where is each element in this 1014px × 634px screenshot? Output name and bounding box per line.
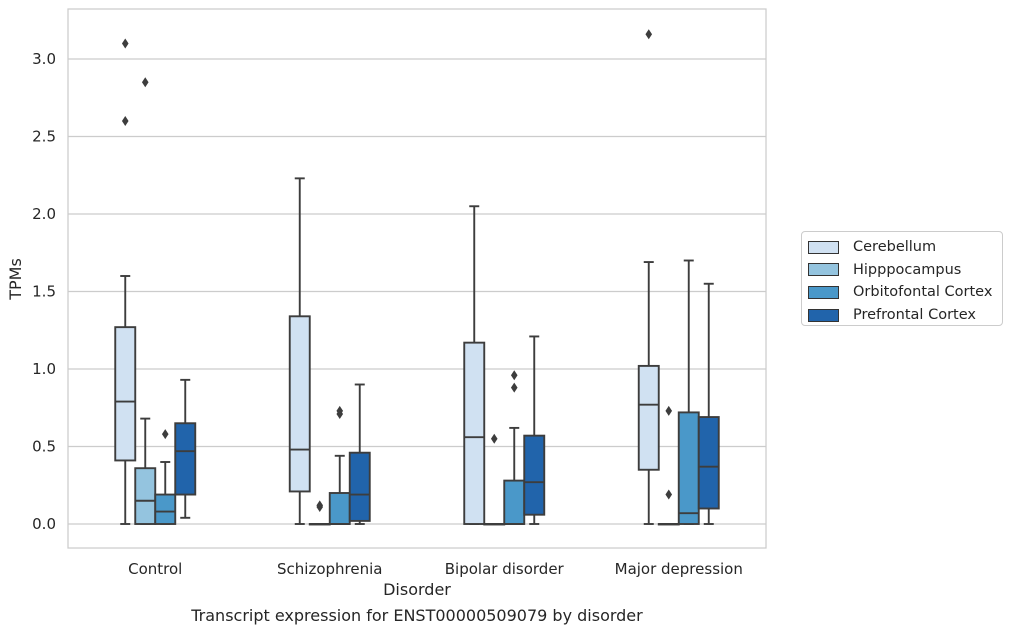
box-series: [114, 29, 720, 526]
outlier-point: [121, 116, 129, 126]
box-prefrontal-cortex: [348, 383, 371, 525]
box-hipppocampus: [483, 433, 506, 526]
x-tick-label: Major depression: [615, 560, 743, 578]
box-iqr: [328, 492, 351, 525]
outlier-point: [510, 370, 518, 381]
x-tick-label: Control: [128, 560, 182, 578]
box-hipppocampus: [657, 405, 680, 526]
legend-label: Hipppocampus: [853, 261, 962, 278]
box-iqr: [463, 341, 486, 525]
y-tick-label: 0.0: [32, 515, 56, 533]
legend-swatch: [808, 308, 839, 322]
legend-swatch: [808, 240, 839, 254]
y-tick-label: 2.0: [32, 205, 56, 223]
legend-swatch: [808, 285, 839, 299]
outlier-point: [490, 433, 498, 444]
box-iqr: [134, 467, 157, 525]
legend-item: Prefrontal Cortex: [808, 304, 1002, 327]
box-orbitofontal-cortex: [503, 370, 526, 525]
outlier-point: [161, 429, 169, 440]
box-orbitofontal-cortex: [154, 429, 177, 525]
outlier-point: [121, 38, 129, 49]
x-tick-label: Schizophrenia: [277, 560, 382, 578]
y-tick-label: 2.5: [32, 128, 56, 146]
outlier-point: [645, 29, 653, 40]
box-iqr: [523, 434, 546, 516]
outlier-point: [665, 405, 673, 416]
box-iqr: [697, 416, 720, 510]
box-hipppocampus: [134, 77, 157, 525]
box-cerebellum: [288, 177, 311, 525]
box-iqr: [348, 451, 371, 522]
legend-label: Prefrontal Cortex: [853, 307, 976, 324]
grid-lines: [68, 58, 766, 525]
plot-frame: [67, 8, 767, 549]
legend-item: Orbitofontal Cortex: [808, 281, 1002, 304]
x-axis-label: Disorder: [383, 580, 451, 599]
y-tick-label: 1.5: [32, 283, 56, 301]
box-iqr: [154, 493, 177, 525]
y-tick-label: 3.0: [32, 50, 56, 68]
box-cerebellum: [114, 38, 137, 525]
outlier-point: [141, 77, 149, 88]
box-iqr: [114, 326, 137, 462]
box-iqr: [677, 411, 700, 525]
box-iqr: [288, 315, 311, 493]
legend-label: Cerebellum: [853, 239, 937, 256]
y-tick-labels: 0.0 0.5 1.0 1.5 2.0 2.5 3.0: [32, 50, 56, 533]
outlier-point: [316, 500, 324, 511]
box-cerebellum: [463, 205, 486, 525]
box-prefrontal-cortex: [523, 335, 546, 525]
box-iqr: [174, 422, 197, 496]
outlier-point: [510, 382, 518, 393]
x-tick-label: Bipolar disorder: [445, 560, 565, 578]
legend-label: Orbitofontal Cortex: [853, 284, 993, 301]
y-tick-label: 1.0: [32, 360, 56, 378]
legend-item: Cerebellum: [808, 236, 1002, 259]
box-orbitofontal-cortex: [328, 405, 351, 525]
y-axis-label: TPMs: [6, 258, 25, 301]
y-tick-label: 0.5: [32, 438, 56, 456]
outlier-point: [665, 489, 673, 500]
legend-swatch: [808, 263, 839, 277]
box-iqr: [503, 479, 526, 525]
box-prefrontal-cortex: [697, 282, 720, 525]
legend: Cerebellum Hipppocampus Orbitofontal Corte…: [801, 231, 1003, 326]
box-orbitofontal-cortex: [677, 259, 700, 525]
box-hipppocampus: [308, 500, 331, 526]
box-cerebellum: [637, 29, 660, 525]
x-tick-labels: Control Schizophrenia Bipolar disorder Majo…: [128, 560, 743, 578]
legend-item: Hipppocampus: [808, 259, 1002, 282]
figure-caption: Transcript expression for ENST0000050907…: [191, 606, 643, 625]
box-iqr: [637, 364, 660, 471]
box-prefrontal-cortex: [174, 378, 197, 519]
outlier-point: [336, 405, 344, 416]
